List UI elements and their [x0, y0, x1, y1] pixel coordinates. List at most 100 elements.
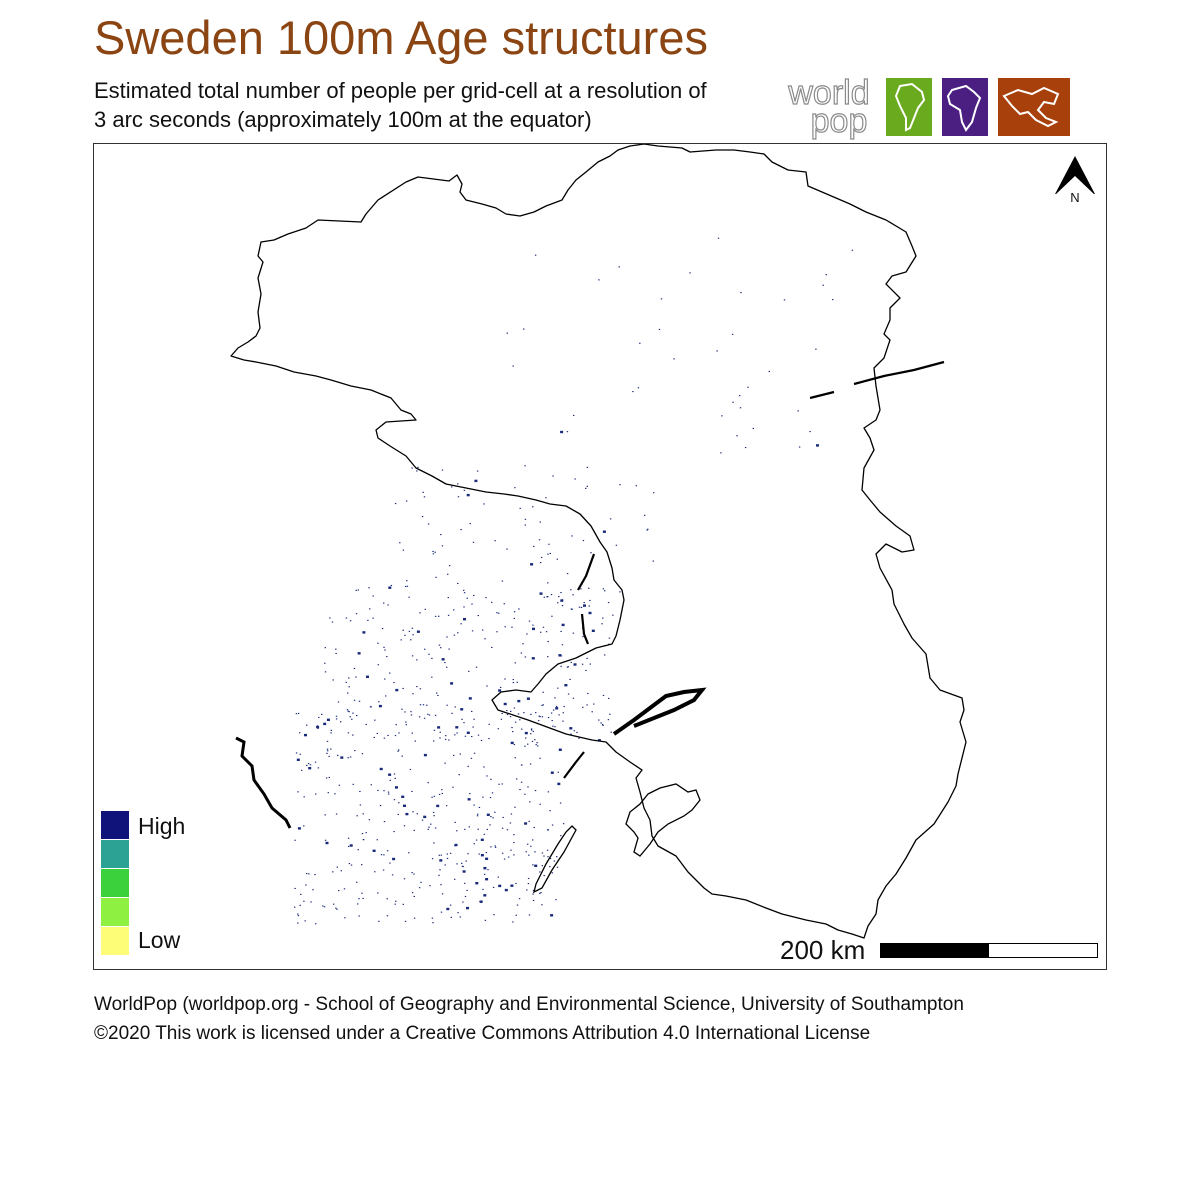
- population-cell: [431, 796, 433, 798]
- population-cell: [473, 843, 475, 845]
- population-cell: [294, 839, 296, 841]
- population-cell: [427, 713, 429, 715]
- population-cell: [317, 767, 320, 769]
- scale-bar-dark-segment: [880, 943, 990, 958]
- population-cell: [440, 534, 442, 536]
- population-cell: [374, 719, 376, 721]
- population-cell: [555, 707, 559, 710]
- population-cell: [445, 735, 447, 737]
- population-cell: [315, 793, 317, 795]
- population-cell: [556, 866, 559, 868]
- population-cell: [557, 687, 559, 689]
- population-cell: [359, 804, 362, 806]
- population-cell: [357, 652, 361, 655]
- population-cell: [353, 667, 356, 670]
- population-cell: [446, 857, 449, 860]
- population-cell: [557, 602, 559, 604]
- population-cell: [566, 573, 569, 575]
- population-cell: [456, 863, 458, 865]
- population-cell: [498, 884, 502, 888]
- population-cell: [532, 627, 535, 631]
- population-cell: [550, 914, 554, 917]
- population-cell: [314, 761, 317, 763]
- population-cell: [411, 790, 413, 793]
- population-cell: [366, 675, 369, 678]
- population-cell: [494, 845, 496, 847]
- population-cell: [573, 730, 575, 732]
- population-cell: [523, 328, 525, 330]
- population-cell: [369, 608, 371, 610]
- population-cell: [501, 712, 503, 715]
- population-cell: [497, 728, 499, 730]
- population-cell: [473, 718, 475, 720]
- population-cell: [403, 825, 406, 827]
- population-cell: [422, 491, 424, 493]
- population-cell: [538, 720, 540, 722]
- population-cell: [519, 719, 521, 721]
- population-cell: [497, 876, 499, 878]
- population-cell: [578, 737, 580, 739]
- population-cell: [404, 585, 407, 588]
- population-cell: [598, 279, 600, 281]
- population-cell: [540, 556, 543, 559]
- population-cell: [555, 705, 558, 708]
- population-cell: [513, 842, 515, 844]
- population-cell: [353, 699, 356, 701]
- population-cell: [494, 846, 497, 848]
- population-cell: [471, 603, 473, 605]
- population-cell: [504, 888, 508, 892]
- population-cell: [433, 740, 435, 742]
- population-cell: [468, 826, 470, 828]
- population-cell: [482, 629, 484, 631]
- population-cell: [390, 584, 393, 587]
- population-cell: [534, 790, 537, 792]
- population-cell: [432, 811, 435, 814]
- population-cell: [556, 856, 558, 858]
- population-cell: [550, 712, 553, 714]
- population-cell: [610, 731, 612, 733]
- population-cell: [491, 601, 493, 603]
- population-cell: [549, 858, 552, 860]
- population-cell: [528, 820, 530, 822]
- population-cell: [378, 701, 380, 703]
- population-cell: [532, 839, 534, 841]
- population-cell: [299, 732, 301, 734]
- population-cell: [466, 493, 470, 497]
- population-cell: [324, 839, 327, 841]
- population-cell: [498, 612, 500, 614]
- population-cell: [496, 631, 498, 633]
- population-cell: [608, 697, 610, 700]
- population-cell: [462, 901, 464, 903]
- population-cell: [466, 597, 468, 599]
- population-cell: [598, 719, 600, 721]
- population-cell: [414, 740, 416, 742]
- population-cell: [349, 756, 352, 758]
- sweden-outline: [230, 144, 967, 939]
- population-cell: [462, 870, 466, 873]
- population-cell: [541, 852, 544, 854]
- population-cell: [437, 694, 439, 697]
- population-cell: [555, 899, 557, 901]
- population-cell: [549, 552, 551, 555]
- population-cell: [340, 756, 344, 759]
- gotland-outline: [625, 783, 701, 857]
- population-cell: [653, 492, 655, 494]
- population-cell: [321, 713, 323, 715]
- population-cell: [514, 487, 516, 489]
- population-cell: [453, 634, 456, 636]
- population-cell: [556, 558, 558, 560]
- population-cell: [335, 652, 337, 655]
- population-cell: [513, 707, 516, 709]
- population-cell: [558, 714, 560, 716]
- population-cell: [405, 721, 407, 723]
- population-cell: [531, 740, 534, 743]
- population-cell: [361, 753, 364, 755]
- population-cell: [413, 873, 415, 875]
- population-cell: [528, 854, 530, 856]
- population-cell: [514, 662, 516, 664]
- population-cell: [383, 854, 385, 856]
- population-cell: [405, 500, 408, 502]
- population-cell: [586, 466, 588, 469]
- population-cell: [558, 654, 562, 657]
- population-cell: [752, 427, 754, 430]
